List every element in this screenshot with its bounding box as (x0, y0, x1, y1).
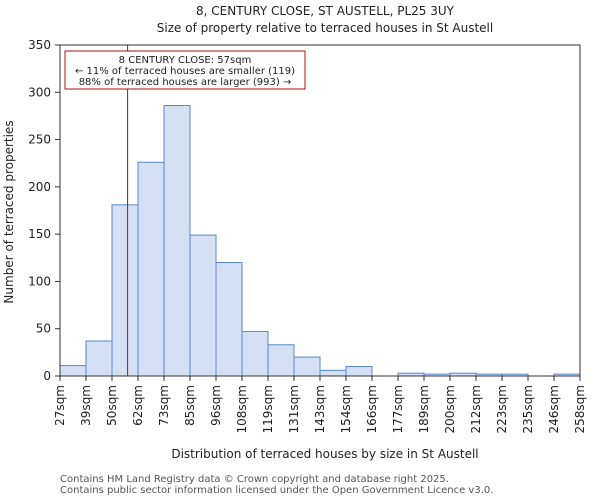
y-tick-label: 0 (43, 369, 51, 383)
x-axis: 27sqm 39sqm 50sqm 62sqm 73sqm 85sqm 96sqm 108sq… (53, 376, 587, 433)
bar-85sqm (189, 234, 217, 377)
x-tick-label: 200sqm (443, 385, 457, 433)
y-tick-label: 150 (28, 227, 51, 241)
x-tick-label: 96sqm (209, 385, 223, 426)
bar-119sqm (267, 344, 295, 377)
footer-line1: Contains HM Land Registry data © Crown c… (60, 474, 449, 485)
x-tick-label: 85sqm (183, 385, 197, 426)
y-tick-label: 300 (28, 85, 51, 99)
x-tick-label: 189sqm (417, 385, 431, 433)
chart-title-line2: Size of property relative to terraced ho… (157, 21, 493, 35)
bar-108sqm (241, 331, 269, 377)
y-tick-label: 100 (28, 274, 51, 288)
footer-line2: Contains public sector information licen… (60, 485, 494, 496)
annotation-frame (64, 50, 306, 90)
bar-27sqm (59, 365, 87, 377)
y-axis-label: Number of terraced properties (2, 120, 16, 303)
x-tick-label: 62sqm (131, 385, 145, 426)
bar-131sqm (293, 356, 321, 377)
bars-group (59, 105, 581, 377)
chart-title-line1: 8, CENTURY CLOSE, ST AUSTELL, PL25 3UY (196, 4, 455, 18)
y-tick-label: 250 (28, 133, 51, 147)
y-tick-label: 50 (36, 322, 51, 336)
bar-96sqm (215, 262, 243, 377)
bar-73sqm (163, 105, 191, 377)
x-tick-label: 177sqm (391, 385, 405, 433)
x-tick-label: 235sqm (521, 385, 535, 433)
x-tick-label: 119sqm (261, 385, 275, 433)
y-tick-label: 350 (28, 38, 51, 52)
x-tick-label: 258sqm (573, 385, 587, 433)
annotation-line3: 88% of terraced houses are larger (993) … (79, 77, 292, 88)
x-axis-label: Distribution of terraced houses by size … (171, 447, 478, 461)
x-tick-label: 166sqm (365, 385, 379, 433)
bar-50sqm (111, 204, 139, 377)
x-tick-label: 108sqm (235, 385, 249, 433)
x-tick-label: 131sqm (287, 385, 301, 433)
bar-62sqm (137, 161, 165, 377)
y-axis: 0 50 100 150 200 250 300 350 (28, 38, 60, 383)
y-tick-label: 200 (28, 180, 51, 194)
x-tick-label: 73sqm (157, 385, 171, 426)
x-tick-label: 154sqm (339, 385, 353, 433)
annotation-line2: ← 11% of terraced houses are smaller (11… (75, 66, 295, 77)
x-tick-label: 246sqm (547, 385, 561, 433)
x-tick-label: 223sqm (495, 385, 509, 433)
x-tick-label: 143sqm (313, 385, 327, 433)
x-tick-label: 212sqm (469, 385, 483, 433)
bar-39sqm (85, 340, 113, 377)
annotation-box: 8 CENTURY CLOSE: 57sqm ← 11% of terraced… (64, 50, 306, 90)
bar-154sqm (345, 366, 373, 377)
annotation-line1: 8 CENTURY CLOSE: 57sqm (119, 55, 252, 66)
bar-143sqm (319, 369, 347, 377)
x-tick-label: 39sqm (79, 385, 93, 426)
plot-frame (59, 44, 581, 377)
x-tick-label: 27sqm (53, 385, 67, 426)
x-tick-label: 50sqm (105, 385, 119, 426)
